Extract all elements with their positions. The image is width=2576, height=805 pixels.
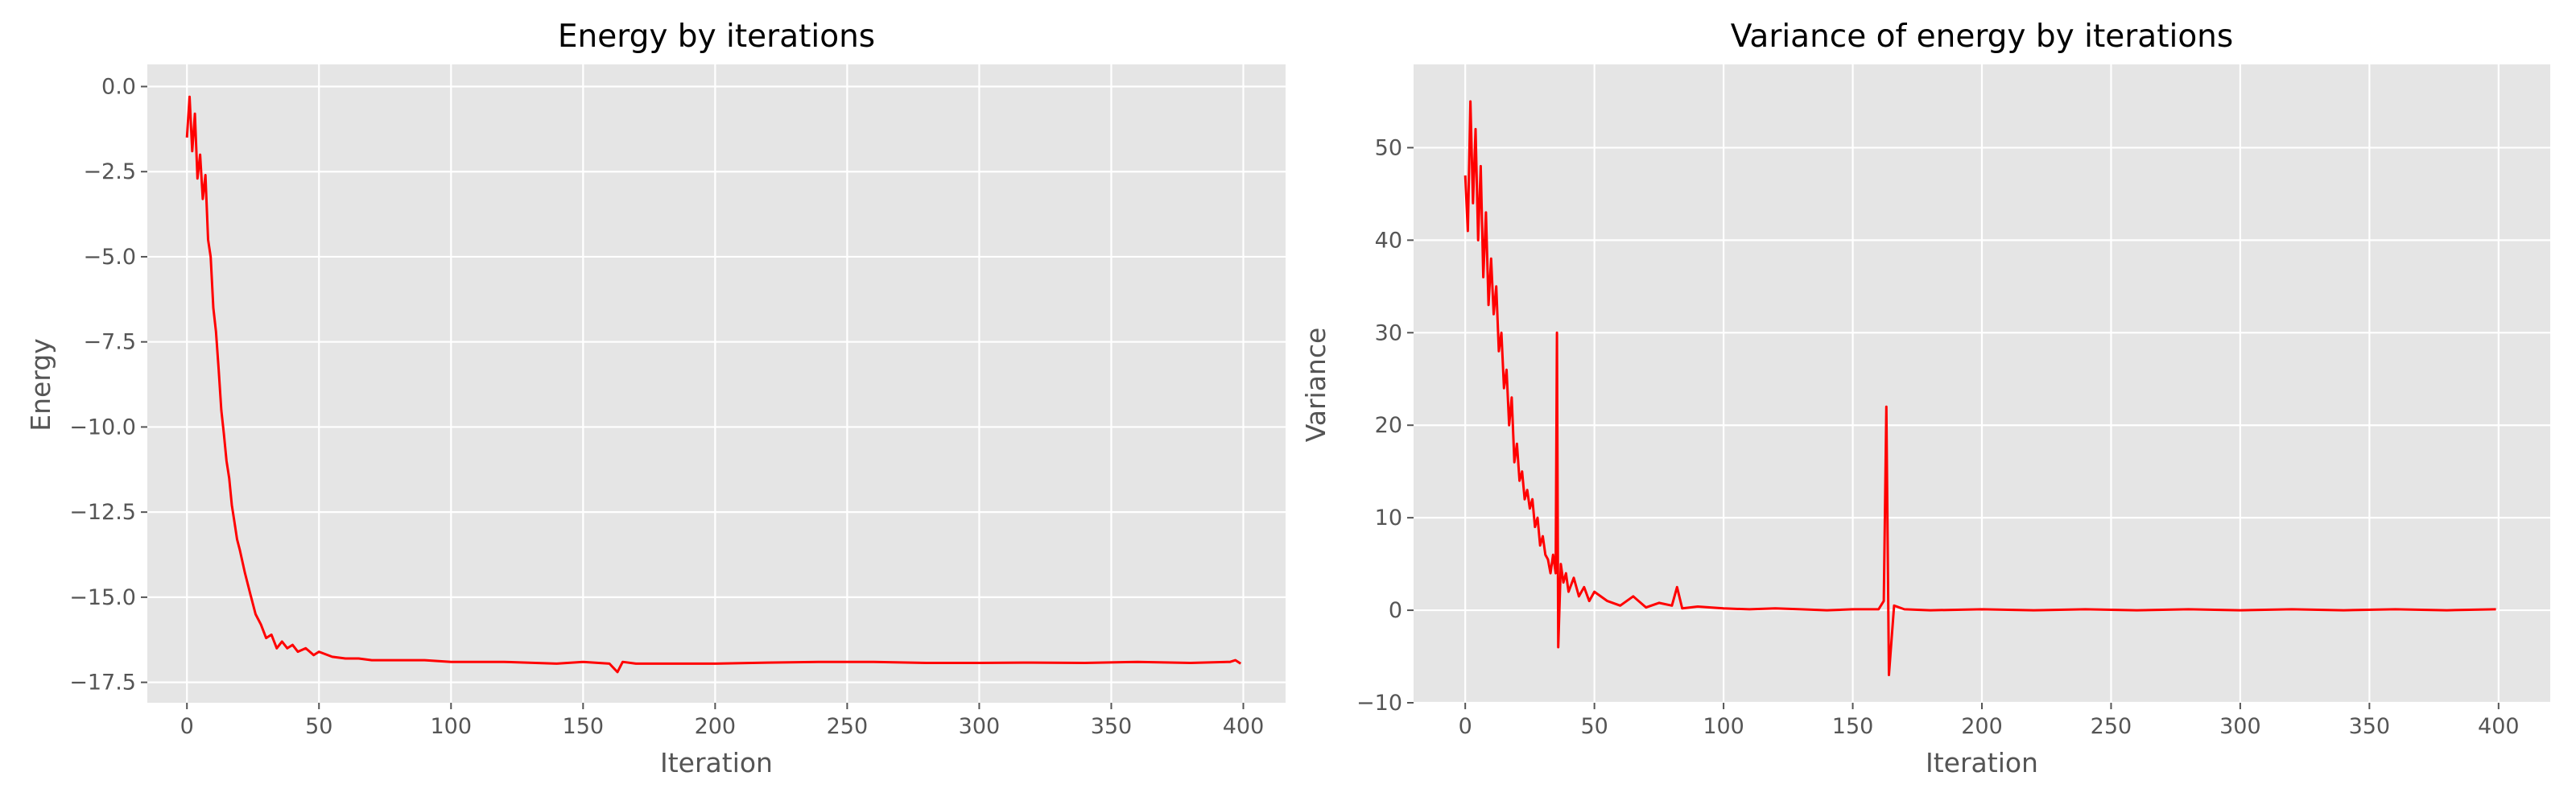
energy-y-tick-label: 0.0 <box>101 74 136 99</box>
variance-y-tick-label: 10 <box>1375 506 1402 530</box>
energy-x-tick-label: 300 <box>959 714 1001 739</box>
variance-y-ticks: −10 0 10 20 30 40 50 <box>1356 135 1414 716</box>
variance-x-tick-label: 150 <box>1832 714 1874 739</box>
energy-y-tick-label: −12.5 <box>69 500 136 525</box>
variance-y-tick-label: 30 <box>1375 320 1402 345</box>
variance-y-axis-label: Variance <box>1300 328 1331 443</box>
energy-x-tick-label: 50 <box>305 714 332 739</box>
energy-y-tick-label: −17.5 <box>69 671 136 696</box>
energy-y-tick-label: −7.5 <box>83 330 136 355</box>
energy-chart: 0 50 100 150 200 250 300 350 400 0.0 −2.5 −5.0 −7.5… <box>25 19 1286 778</box>
variance-x-tick-label: 0 <box>1459 714 1472 739</box>
energy-chart-title: Energy by iterations <box>558 19 875 55</box>
variance-y-tick-label: −10 <box>1356 691 1402 716</box>
variance-grid <box>1414 64 2550 704</box>
energy-x-tick-label: 150 <box>563 714 605 739</box>
variance-x-axis-label: Iteration <box>1926 747 2038 778</box>
variance-y-tick-label: 50 <box>1375 135 1402 160</box>
variance-x-tick-label: 250 <box>2091 714 2132 739</box>
variance-y-tick-label: 20 <box>1375 413 1402 438</box>
variance-x-tick-label: 300 <box>2219 714 2261 739</box>
energy-y-tick-label: −5.0 <box>83 245 136 270</box>
variance-chart: 0 50 100 150 200 250 300 350 400 −1001020304050 … <box>1300 19 2550 778</box>
energy-x-tick-label: 250 <box>827 714 869 739</box>
energy-x-ticks: 0 50 100 150 200 250 300 350 400 <box>180 703 1265 739</box>
variance-x-ticks: 0 50 100 150 200 250 300 350 400 <box>1459 703 2520 739</box>
variance-chart-title: Variance of energy by iterations <box>1731 19 2233 55</box>
energy-x-tick-label: 350 <box>1091 714 1133 739</box>
variance-y-tick-label: 0 <box>1389 598 1402 623</box>
variance-y-tick-label: 40 <box>1375 228 1402 253</box>
energy-y-tick-label: −2.5 <box>83 159 136 184</box>
energy-x-tick-label: 100 <box>431 714 473 739</box>
energy-series-line <box>185 95 1242 674</box>
energy-grid <box>147 64 1286 703</box>
variance-series-line <box>1463 100 2496 676</box>
energy-y-ticks: 0.0 −2.5 −5.0 −7.5 −10.0 −12.5 −15.0 −17.5 <box>69 74 147 696</box>
energy-y-tick-label: −10.0 <box>69 415 136 440</box>
energy-x-tick-label: 400 <box>1223 714 1265 739</box>
variance-x-tick-label: 200 <box>1961 714 2003 739</box>
energy-x-tick-label: 200 <box>695 714 737 739</box>
energy-y-axis-label: Energy <box>25 338 56 431</box>
variance-x-tick-label: 350 <box>2349 714 2391 739</box>
variance-x-tick-label: 100 <box>1703 714 1744 739</box>
energy-x-tick-label: 0 <box>180 714 194 739</box>
variance-x-tick-label: 400 <box>2478 714 2520 739</box>
energy-x-axis-label: Iteration <box>660 747 773 778</box>
variance-x-tick-label: 50 <box>1580 714 1608 739</box>
energy-plot-area <box>147 64 1286 703</box>
energy-y-tick-label: −15.0 <box>69 585 136 610</box>
